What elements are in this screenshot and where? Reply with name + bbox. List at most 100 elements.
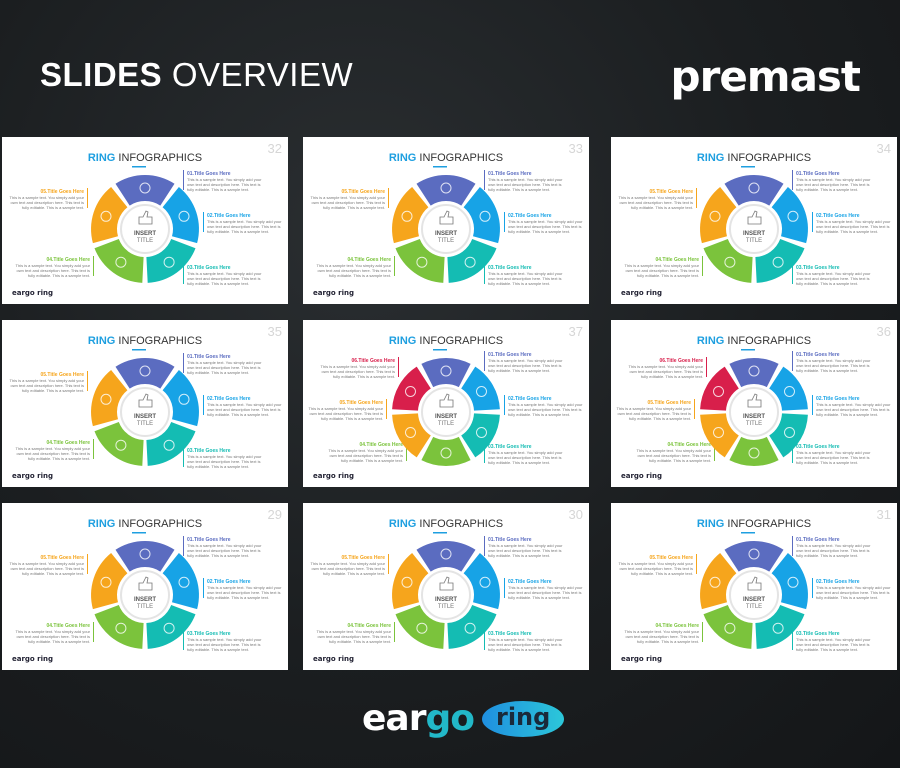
item-marker xyxy=(203,578,204,598)
ring-segment-3 xyxy=(755,605,805,649)
item-description: fully editable. This is a sample text. xyxy=(28,456,90,461)
slide-thumbnail-34[interactable]: RING INFOGRAPHICS 34 01.Title Goes Here Thi… xyxy=(611,137,897,304)
ring-segment-5 xyxy=(700,187,737,244)
slide-thumbnail-35[interactable]: RING INFOGRAPHICS 35 01.Title Goes Here Thi… xyxy=(2,320,288,487)
center-line1: INSERT xyxy=(134,414,156,420)
ring-segment-5 xyxy=(700,553,737,610)
item-description: own text and description here. This text… xyxy=(16,634,90,639)
ring-segment-3 xyxy=(447,239,497,283)
segment-icon xyxy=(787,210,799,222)
item-marker xyxy=(504,395,505,415)
item-marker xyxy=(504,578,505,598)
segment-icon xyxy=(748,365,760,377)
item-description: This is a sample text. You simply add yo… xyxy=(619,561,694,566)
segment-icon xyxy=(115,439,127,451)
slide-thumbnail-31[interactable]: RING INFOGRAPHICS 31 01.Title Goes Here Thi… xyxy=(611,503,897,670)
center-circle xyxy=(729,204,779,254)
item-title: 01.Title Goes Here xyxy=(488,537,532,543)
slide-thumbnail-32[interactable]: RING INFOGRAPHICS 32 01.Title Goes Here Thi… xyxy=(2,137,288,304)
item-description: fully editable. This is a sample text. xyxy=(333,374,395,379)
item-marker xyxy=(792,630,793,650)
item-description: own text and description here. This text… xyxy=(816,224,890,229)
item-description: own text and description here. This text… xyxy=(625,634,699,639)
slide-thumbnail-36[interactable]: RING INFOGRAPHICS 36 01.Title Goes Here Thi… xyxy=(611,320,897,487)
item-marker xyxy=(87,371,88,391)
ring-segment-2 xyxy=(162,370,199,427)
item-description: own text and description here. This text… xyxy=(207,590,281,595)
item-marker xyxy=(93,439,94,459)
item-title: 01.Title Goes Here xyxy=(488,171,532,177)
slide-title: RING INFOGRAPHICS xyxy=(697,518,811,530)
item-description: own text and description here. This text… xyxy=(488,548,562,553)
slide-thumbnail-33[interactable]: RING INFOGRAPHICS 33 01.Title Goes Here Thi… xyxy=(303,137,589,304)
item-description: fully editable. This is a sample text. xyxy=(321,416,383,421)
segment-icon xyxy=(748,182,760,194)
item-title: 06.Title Goes Here xyxy=(351,358,395,364)
ring-segment-5 xyxy=(91,370,128,427)
ring-segment-5 xyxy=(392,553,429,610)
ring-segment-5 xyxy=(392,413,431,458)
ring-segment-2 xyxy=(162,187,199,244)
item-title: 05.Title Goes Here xyxy=(341,189,385,195)
item-description: This is a sample text. You simply add yo… xyxy=(796,271,871,276)
segment-icon xyxy=(784,386,795,397)
item-description: fully editable. This is a sample text. xyxy=(796,553,858,558)
slide-thumbnail-37[interactable]: RING INFOGRAPHICS 37 01.Title Goes Here Thi… xyxy=(303,320,589,487)
item-description: fully editable. This is a sample text. xyxy=(508,229,570,234)
item-description: This is a sample text. You simply add yo… xyxy=(488,271,563,276)
segment-icon xyxy=(724,256,736,268)
item-title: 05.Title Goes Here xyxy=(649,555,693,561)
mini-logo: eargo ring xyxy=(621,289,662,297)
item-marker xyxy=(702,256,703,276)
item-description: fully editable. This is a sample text. xyxy=(637,639,699,644)
title-underline xyxy=(132,532,146,534)
item-title: 04.Title Goes Here xyxy=(655,257,699,263)
ring-segment-2 xyxy=(771,187,808,244)
item-description: own text and description here. This text… xyxy=(187,182,261,187)
title-underline xyxy=(741,349,755,351)
thumbs-up-icon xyxy=(439,576,454,591)
item-marker xyxy=(792,351,793,371)
item-marker xyxy=(706,357,707,377)
item-description: own text and description here. This text… xyxy=(796,276,870,281)
title-underline xyxy=(132,349,146,351)
mini-logo: eargo ring xyxy=(313,655,354,663)
ring-segment-6 xyxy=(392,366,431,411)
item-description: This is a sample text. You simply add yo… xyxy=(187,454,262,459)
item-title: 05.Title Goes Here xyxy=(647,400,691,406)
item-marker xyxy=(388,188,389,208)
mini-logo: eargo ring xyxy=(12,655,53,663)
segment-icon xyxy=(476,386,487,397)
item-description: own text and description here. This text… xyxy=(16,268,90,273)
ring-segment-1 xyxy=(724,541,784,572)
slide-thumbnail-29[interactable]: RING INFOGRAPHICS 29 01.Title Goes Here Thi… xyxy=(2,503,288,670)
center-line1: INSERT xyxy=(134,231,156,237)
item-description: This is a sample text. You simply add yo… xyxy=(617,406,692,411)
ring-segment-2 xyxy=(771,553,808,610)
item-description: This is a sample text. You simply add yo… xyxy=(508,219,583,224)
center-line1: INSERT xyxy=(435,231,457,237)
item-title: 04.Title Goes Here xyxy=(359,442,403,448)
item-marker xyxy=(388,554,389,574)
segment-icon xyxy=(464,256,476,268)
segment-icon xyxy=(724,622,736,634)
segment-icon xyxy=(748,548,760,560)
segment-icon xyxy=(178,576,190,588)
slide-title: RING INFOGRAPHICS xyxy=(389,518,503,530)
item-marker xyxy=(484,536,485,556)
item-title: 03.Title Goes Here xyxy=(488,265,532,271)
ring-segment-5 xyxy=(700,413,739,458)
ring-segment-4 xyxy=(703,239,753,283)
segment-icon xyxy=(479,210,491,222)
segment-icon xyxy=(772,622,784,634)
item-title: 01.Title Goes Here xyxy=(488,352,532,358)
item-title: 03.Title Goes Here xyxy=(187,448,231,454)
slide-thumbnail-30[interactable]: RING INFOGRAPHICS 30 01.Title Goes Here Thi… xyxy=(303,503,589,670)
segment-icon xyxy=(464,622,476,634)
center-line1: INSERT xyxy=(743,414,765,420)
center-circle xyxy=(421,570,471,620)
item-description: This is a sample text. You simply add yo… xyxy=(321,364,396,369)
item-description: fully editable. This is a sample text. xyxy=(508,412,570,417)
item-description: fully editable. This is a sample text. xyxy=(207,595,269,600)
title-underline xyxy=(433,532,447,534)
